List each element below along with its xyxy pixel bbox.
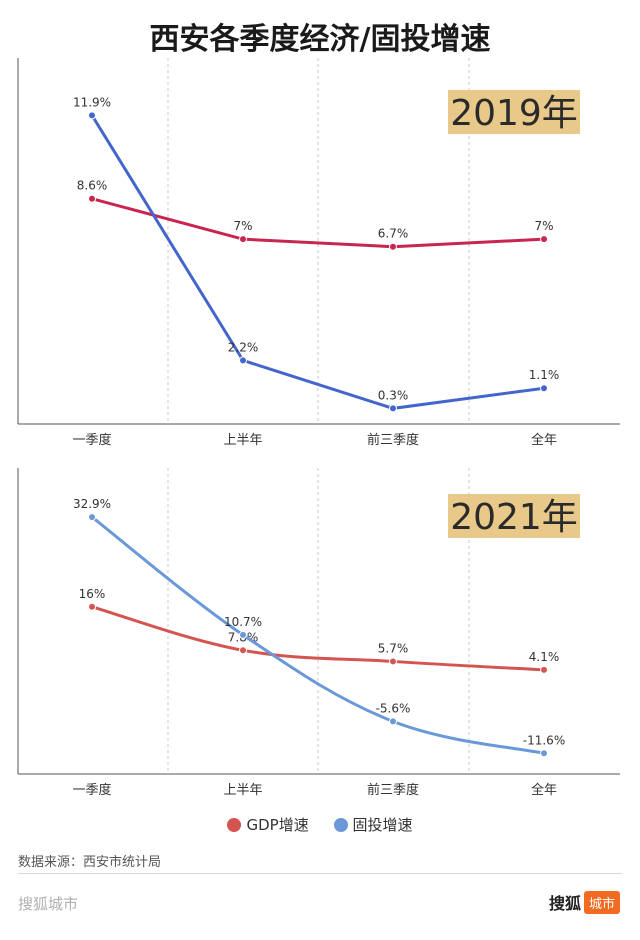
panel-2-investment-label-4: -11.6% — [523, 733, 565, 747]
panel-2-x-tick-3: 前三季度 — [367, 782, 419, 798]
panel-1-x-tick-1: 一季度 — [72, 432, 111, 448]
panel-2-gdp-label-3: 5.7% — [378, 641, 409, 655]
brand-logo-tag: 城市 — [583, 891, 620, 914]
legend: GDP增速 固投增速 — [0, 814, 640, 835]
panel-2-gdp-point-3 — [389, 657, 397, 666]
panel-2-gdp-line — [91, 605, 545, 672]
panel-1-gdp-label-2: 7% — [233, 219, 252, 233]
panel-1-investment-point-1 — [88, 111, 96, 120]
panel-1-gdp-point-4 — [540, 235, 548, 244]
panel-2-investment-point-2 — [239, 630, 247, 639]
panel-1-year-label: 2019年 — [450, 93, 578, 134]
panel-2-year-badge — [448, 494, 580, 538]
legend-gdp-label: GDP增速 — [246, 816, 309, 834]
panel-1-gdp-label-4: 7% — [534, 219, 553, 233]
panel-1-gdp-line — [91, 197, 545, 249]
panel-2-gdp-point-1 — [88, 602, 96, 611]
panel-1-investment-point-3 — [389, 404, 397, 413]
panel-1-x-tick-3: 前三季度 — [367, 432, 419, 448]
panel-1-investment-label-4: 1.1% — [529, 368, 560, 382]
brand-watermark: 搜狐城市 — [18, 895, 79, 913]
panel-2-gdp-label-1: 16% — [79, 587, 106, 601]
panel-1-gdp-point-3 — [389, 242, 397, 251]
panel-1-year-badge — [448, 90, 580, 134]
data-source-note: 数据来源：西安市统计局 — [18, 855, 162, 870]
panel-2-investment-label-1: 32.9% — [73, 497, 111, 511]
legend-item-gdp[interactable]: GDP增速 — [227, 814, 309, 835]
panel-1-investment-point-2 — [239, 356, 247, 365]
legend-investment-marker — [333, 818, 348, 832]
panel-2-investment-point-3 — [389, 717, 397, 726]
panel-1-investment-line — [90, 114, 545, 410]
legend-item-investment[interactable]: 固投增速 — [333, 814, 413, 835]
legend-gdp-marker — [227, 818, 242, 832]
panel-2-x-tick-4: 全年 — [531, 782, 557, 798]
panel-1-investment-point-4 — [540, 384, 548, 393]
footer-divider — [18, 873, 622, 874]
panel-1-x-tick-4: 全年 — [531, 432, 557, 448]
brand-logo-name: 搜狐 — [548, 894, 581, 913]
panel-2-gdp-label-4: 4.1% — [529, 650, 560, 664]
panel-1-investment-label-2: 2.2% — [228, 340, 259, 354]
panel-1-investment-label-1: 11.9% — [73, 95, 111, 109]
panel-2-x-tick-2: 上半年 — [223, 783, 262, 798]
panel-1-gdp-point-1 — [88, 194, 96, 203]
panel-2-gdp-point-4 — [540, 665, 548, 674]
panel-2-investment-point-1 — [88, 513, 96, 522]
panel-2-investment-point-4 — [540, 749, 548, 758]
panel-1-gdp-label-3: 6.7% — [378, 227, 409, 241]
panel-2-x-tick-1: 一季度 — [72, 782, 111, 798]
panel-1-gdp-label-1: 8.6% — [77, 179, 108, 193]
panel-2-investment-line — [91, 515, 545, 755]
panel-2-year-label: 2021年 — [450, 497, 578, 538]
panel-1-gdp-point-2 — [239, 235, 247, 244]
panel-2-investment-label-2: 10.7% — [224, 615, 262, 629]
panel-1-x-tick-2: 上半年 — [223, 433, 262, 448]
panel-2-gdp-point-2 — [239, 646, 247, 655]
charts-canvas: 一季度 上半年 前三季度 全年2019年8.6%7%6.7%7%11.9%2.2%0.… — [17, 58, 620, 798]
panel-2-investment-label-3: -5.6% — [376, 701, 411, 715]
brand-logo: 搜狐 城市 — [549, 890, 620, 914]
legend-investment-label: 固投增速 — [352, 816, 413, 834]
chart-title: 西安各季度经济/固投增速 — [149, 22, 491, 57]
panel-1-investment-label-3: 0.3% — [378, 388, 409, 402]
